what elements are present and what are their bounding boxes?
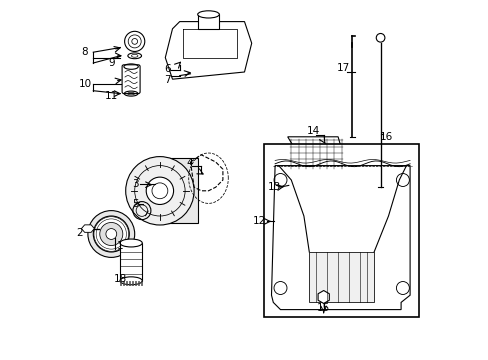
Bar [141,281,142,285]
Bar [120,281,121,285]
Text: 10: 10 [79,78,92,89]
Bar [125,281,127,285]
Text: 1: 1 [117,240,123,251]
Ellipse shape [120,239,142,247]
Bar [122,281,124,285]
Text: 18: 18 [113,274,127,284]
Bar [138,281,139,285]
Polygon shape [271,166,409,310]
Text: 8: 8 [81,47,87,57]
Text: 17: 17 [336,63,349,73]
Text: 14: 14 [306,126,320,136]
Bar [264,144,418,317]
Ellipse shape [120,277,142,285]
Circle shape [125,157,194,225]
Polygon shape [165,22,251,79]
Circle shape [106,229,117,239]
Bar [135,281,136,285]
Polygon shape [81,225,94,232]
Bar [132,281,133,285]
Ellipse shape [197,11,219,18]
Bar [120,243,142,281]
Circle shape [146,177,173,204]
Circle shape [88,211,134,257]
Text: 13: 13 [267,182,281,192]
Text: 15: 15 [316,303,330,313]
Polygon shape [287,137,345,173]
Text: 2: 2 [76,228,83,238]
Bar [197,14,219,29]
Text: 12: 12 [252,216,265,226]
Text: 4: 4 [186,158,193,168]
Text: 11: 11 [104,91,118,102]
Text: 5: 5 [132,199,139,210]
Text: 7: 7 [163,75,170,85]
Circle shape [100,222,122,246]
Text: 9: 9 [108,58,114,68]
Circle shape [93,216,129,252]
Bar [154,158,197,223]
Text: 16: 16 [379,132,392,142]
Bar [129,281,130,285]
Polygon shape [309,252,373,302]
Text: 3: 3 [132,179,139,189]
Text: 6: 6 [163,64,170,74]
